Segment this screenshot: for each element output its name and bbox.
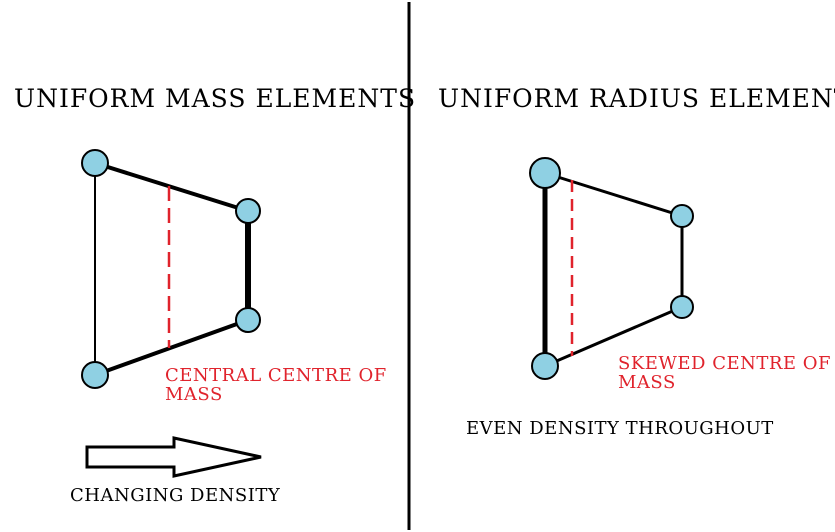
- left-node-bottom-right: [235, 307, 261, 333]
- left-panel-title: UNIFORM MASS ELEMENTS: [14, 84, 417, 113]
- right-edge-top: [544, 171, 683, 218]
- right-panel-title: UNIFORM RADIUS ELEMENTS: [438, 84, 835, 113]
- left-centre-note-line2: MASS: [165, 384, 223, 405]
- right-node-top-right: [670, 204, 694, 228]
- changing-density-arrow: [85, 436, 262, 478]
- right-element-diagram: [529, 157, 694, 380]
- even-density-note: EVEN DENSITY THROUGHOUT: [466, 418, 774, 439]
- left-element-diagram: [81, 149, 261, 389]
- left-centre-note-line1: CENTRAL CENTRE OF: [165, 365, 387, 386]
- right-centre-note-line2: MASS: [618, 372, 676, 393]
- left-node-top-right: [235, 198, 261, 224]
- right-edge-bottom: [544, 305, 683, 368]
- right-node-top-left: [529, 157, 561, 189]
- right-node-bottom-right: [670, 295, 694, 319]
- left-node-top-left: [81, 149, 109, 177]
- left-edge-top: [94, 161, 249, 213]
- left-centre-note: CENTRAL CENTRE OF MASS: [165, 366, 387, 404]
- right-node-bottom-left: [531, 352, 559, 380]
- right-centre-note: SKEWED CENTRE OF MASS: [618, 354, 831, 392]
- right-centre-note-line1: SKEWED CENTRE OF: [618, 353, 832, 374]
- left-edge-bottom: [94, 318, 249, 377]
- changing-density-caption: CHANGING DENSITY: [70, 485, 281, 506]
- left-node-bottom-left: [81, 361, 109, 389]
